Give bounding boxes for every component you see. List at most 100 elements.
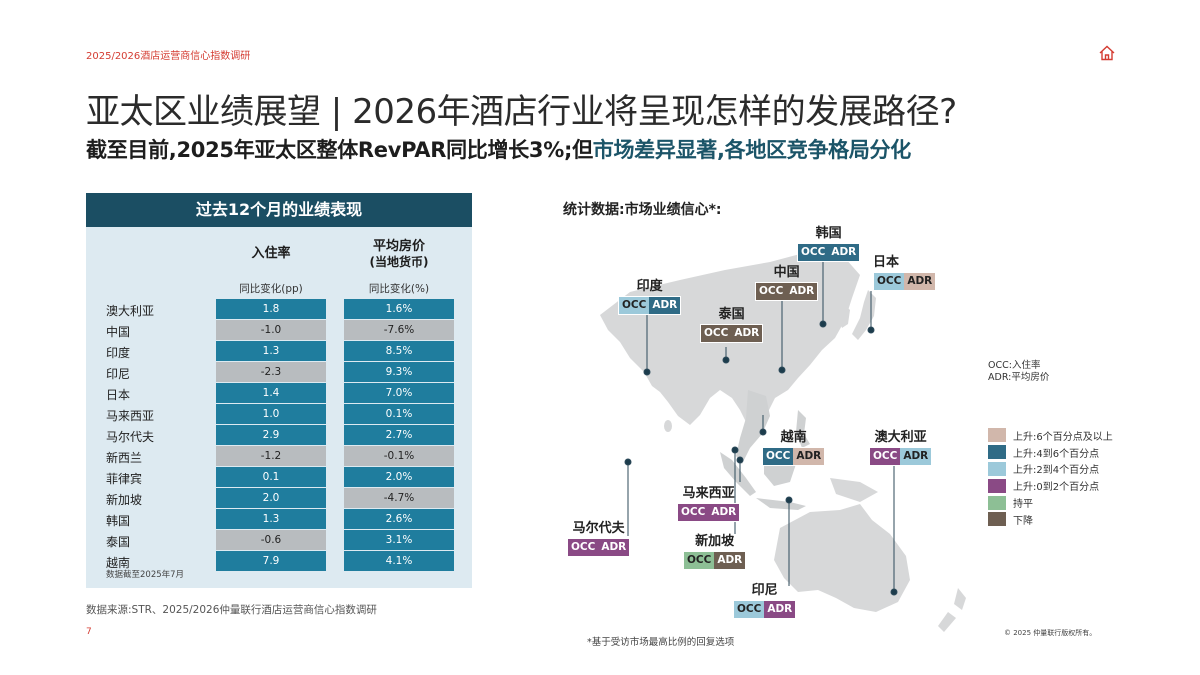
occ-change-cell: 1.4 [216, 383, 326, 403]
legend-label: 上升:6个百分点及以上 [1013, 431, 1113, 443]
market-name: 马来西亚 [682, 486, 735, 501]
occ-badge: OCC [763, 448, 794, 465]
adr-change-cell: 9.3% [344, 362, 454, 382]
sri-lanka-landmass [664, 420, 672, 432]
adr-badge: ADR [649, 297, 681, 314]
confidence-badges: OCC ADR [618, 296, 682, 315]
subtitle-part1: 截至目前,2025年亚太区整体RevPAR同比增长3%;但 [86, 138, 593, 162]
legend-item: 持平 [988, 494, 1113, 511]
legend-swatch [988, 461, 1006, 476]
col-adr-title: 平均房价 [372, 239, 425, 254]
market-name: 韩国 [815, 226, 842, 241]
confidence-badges: OCC ADR [797, 243, 861, 262]
col-adr-sub: 同比变化(%) [368, 283, 430, 295]
australia-landmass [774, 504, 910, 612]
adr-badge: ADR [828, 244, 860, 261]
legend-swatch [988, 495, 1006, 510]
adr-change-cell: 4.1% [344, 551, 454, 571]
occ-change-cell: -2.3 [216, 362, 326, 382]
page-title: 亚太区业绩展望 | 2026年酒店行业将呈现怎样的发展路径? [86, 92, 957, 132]
occ-badge: OCC [684, 552, 715, 569]
page-number: 7 [86, 627, 92, 637]
col-occ-title: 入住率 [251, 246, 291, 261]
market-tag: 澳大利亚 OCC ADR [869, 426, 933, 466]
adr-change-cell: 0.1% [344, 404, 454, 424]
legend-item: 上升:4到6个百分点 [988, 444, 1113, 461]
table-row: 马尔代夫 2.9 2.7% [86, 425, 472, 446]
row-market-name: 马尔代夫 [106, 430, 155, 444]
adr-change-cell: 2.7% [344, 425, 454, 445]
legend-label: 上升:2到4个百分点 [1013, 465, 1100, 477]
market-name: 印尼 [751, 583, 778, 598]
market-name: 马尔代夫 [572, 521, 625, 536]
occ-badge: OCC [870, 448, 901, 465]
market-name: 日本 [873, 255, 900, 270]
table-row: 印尼 -2.3 9.3% [86, 362, 472, 383]
data-note: 数据截至2025年7月 [106, 570, 185, 580]
table-row: 印度 1.3 8.5% [86, 341, 472, 362]
color-legend: 上升:6个百分点及以上 上升:4到6个百分点 上升:2到4个百分点 上升:0到2个百分… [988, 427, 1113, 528]
table-row: 中国 -1.0 -7.6% [86, 320, 472, 341]
market-tag: 马来西亚 OCC ADR [677, 482, 741, 522]
legend-item: 上升:0到2个百分点 [988, 477, 1113, 494]
legend-label: 上升:4到6个百分点 [1013, 448, 1100, 460]
new-guinea-landmass [830, 478, 878, 502]
table-title: 过去12个月的业绩表现 [86, 193, 472, 227]
market-tag: 新加坡 OCC ADR [683, 530, 747, 570]
adr-badge: ADR [598, 539, 630, 556]
occ-badge: OCC [734, 601, 765, 618]
legend-swatch [988, 478, 1006, 493]
data-source: 数据来源:STR、2025/2026仲量联行酒店运营商信心指数调研 [86, 604, 377, 616]
adr-change-cell: -4.7% [344, 488, 454, 508]
market-name: 新加坡 [695, 534, 735, 549]
col-occ-sub: 同比变化(pp) [239, 283, 303, 295]
adr-change-cell: 2.0% [344, 467, 454, 487]
occ-badge: OCC [701, 325, 732, 342]
adr-change-cell: -0.1% [344, 446, 454, 466]
subtitle-part2: 市场差异显著,各地区竞争格局分化 [592, 138, 911, 162]
occ-badge: OCC [568, 539, 599, 556]
occ-badge: OCC [678, 504, 709, 521]
row-market-name: 泰国 [106, 535, 131, 549]
legend-label: 上升:0到2个百分点 [1013, 482, 1100, 494]
occ-change-cell: -1.2 [216, 446, 326, 466]
page-subtitle: 截至目前,2025年亚太区整体RevPAR同比增长3%;但市场差异显著,各地区竞… [86, 134, 911, 164]
confidence-badges: OCC ADR [762, 447, 826, 466]
adr-badge: ADR [764, 601, 796, 618]
market-tag: 印尼 OCC ADR [733, 579, 797, 619]
philippines-landmass [796, 410, 810, 448]
occ-change-cell: 7.9 [216, 551, 326, 571]
occ-change-cell: 1.3 [216, 341, 326, 361]
adr-badge: ADR [900, 448, 932, 465]
row-market-name: 马来西亚 [106, 409, 155, 423]
java-landmass [756, 498, 806, 510]
adr-badge: ADR [904, 273, 936, 290]
occ-change-cell: -0.6 [216, 530, 326, 550]
new-zealand-landmass [938, 588, 966, 632]
map-title: 统计数据:市场业绩信心*: [563, 202, 722, 218]
row-market-name: 澳大利亚 [106, 304, 155, 318]
confidence-badges: OCC ADR [567, 538, 631, 557]
occ-badge: OCC [874, 273, 905, 290]
footnote: *基于受访市场最高比例的回复选项 [587, 637, 735, 648]
confidence-badges: OCC ADR [869, 447, 933, 466]
row-market-name: 日本 [106, 388, 131, 402]
market-tag: 中国 OCC ADR [755, 261, 819, 301]
row-market-name: 韩国 [106, 514, 131, 528]
adr-change-cell: 3.1% [344, 530, 454, 550]
occ-change-cell: 1.8 [216, 299, 326, 319]
market-name: 越南 [780, 430, 807, 445]
japan-landmass [852, 290, 876, 340]
confidence-badges: OCC ADR [755, 282, 819, 301]
market-tag: 马尔代夫 OCC ADR [567, 517, 631, 557]
legend-item: 下降 [988, 511, 1113, 528]
table-row: 韩国 1.3 2.6% [86, 509, 472, 530]
table-row: 澳大利亚 1.8 1.6% [86, 299, 472, 320]
adr-badge: ADR [708, 504, 740, 521]
abbreviation-legend: OCC:入住率 ADR:平均房价 [988, 360, 1049, 384]
confidence-badges: OCC ADR [700, 324, 764, 343]
home-icon[interactable] [1098, 44, 1116, 62]
row-market-name: 越南 [106, 556, 131, 570]
table-row: 马来西亚 1.0 0.1% [86, 404, 472, 425]
adr-change-cell: -7.6% [344, 320, 454, 340]
